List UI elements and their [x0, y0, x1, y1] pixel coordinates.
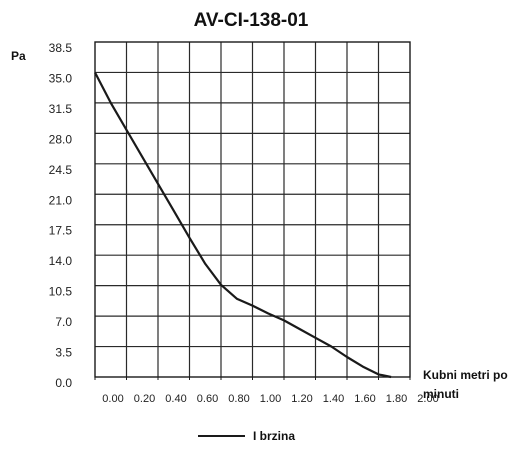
x-tick-label: 2.00: [417, 393, 438, 405]
y-tick-label: 31.5: [49, 102, 73, 116]
x-tick-label: 1.40: [323, 393, 344, 405]
y-tick-labels: 0.0 3.5 7.0 10.5 14.0 17.5 21.0 24.5 28.0 31.5 35.…: [49, 41, 73, 390]
y-tick-label: 3.5: [55, 346, 72, 360]
legend-label-i-brzina: I brzina: [253, 429, 295, 443]
series-layer: [94, 71, 392, 379]
y-tick-label: 28.0: [49, 132, 73, 146]
x-axis-label-line2: minuti: [423, 387, 459, 401]
chart-title: AV-CI-138-01: [194, 10, 309, 31]
x-tick-label: 0.60: [197, 393, 218, 405]
y-tick-label: 21.0: [49, 193, 73, 207]
x-tick-label: 0.00: [102, 393, 123, 405]
x-tick-label: 0.20: [134, 393, 155, 405]
legend: I brzina: [198, 429, 295, 443]
x-tick-label: 1.20: [291, 393, 312, 405]
y-tick-label: 7.0: [55, 315, 72, 329]
x-tick-label: 0.80: [228, 393, 249, 405]
x-axis-label-line1: Kubni metri po: [423, 368, 508, 382]
series-line-0: [94, 71, 392, 379]
x-tick-label: 1.80: [386, 393, 407, 405]
x-tick-label: 1.00: [260, 393, 281, 405]
y-tick-label: 17.5: [49, 224, 73, 238]
x-tick-label: 1.60: [354, 393, 375, 405]
y-tick-label: 14.0: [49, 254, 73, 268]
plot-grid: [94, 41, 411, 380]
y-axis-label: Pa: [11, 49, 26, 63]
y-tick-label: 0.0: [55, 376, 72, 390]
y-tick-label: 24.5: [49, 163, 73, 177]
x-tick-label: 0.40: [165, 393, 186, 405]
y-tick-label: 35.0: [49, 71, 73, 85]
x-tick-labels: 0.00 0.20 0.40 0.60 0.80 1.00 1.20 1.40 1.60 1.80…: [102, 393, 438, 405]
y-tick-label: 38.5: [49, 41, 73, 55]
y-tick-label: 10.5: [49, 285, 73, 299]
